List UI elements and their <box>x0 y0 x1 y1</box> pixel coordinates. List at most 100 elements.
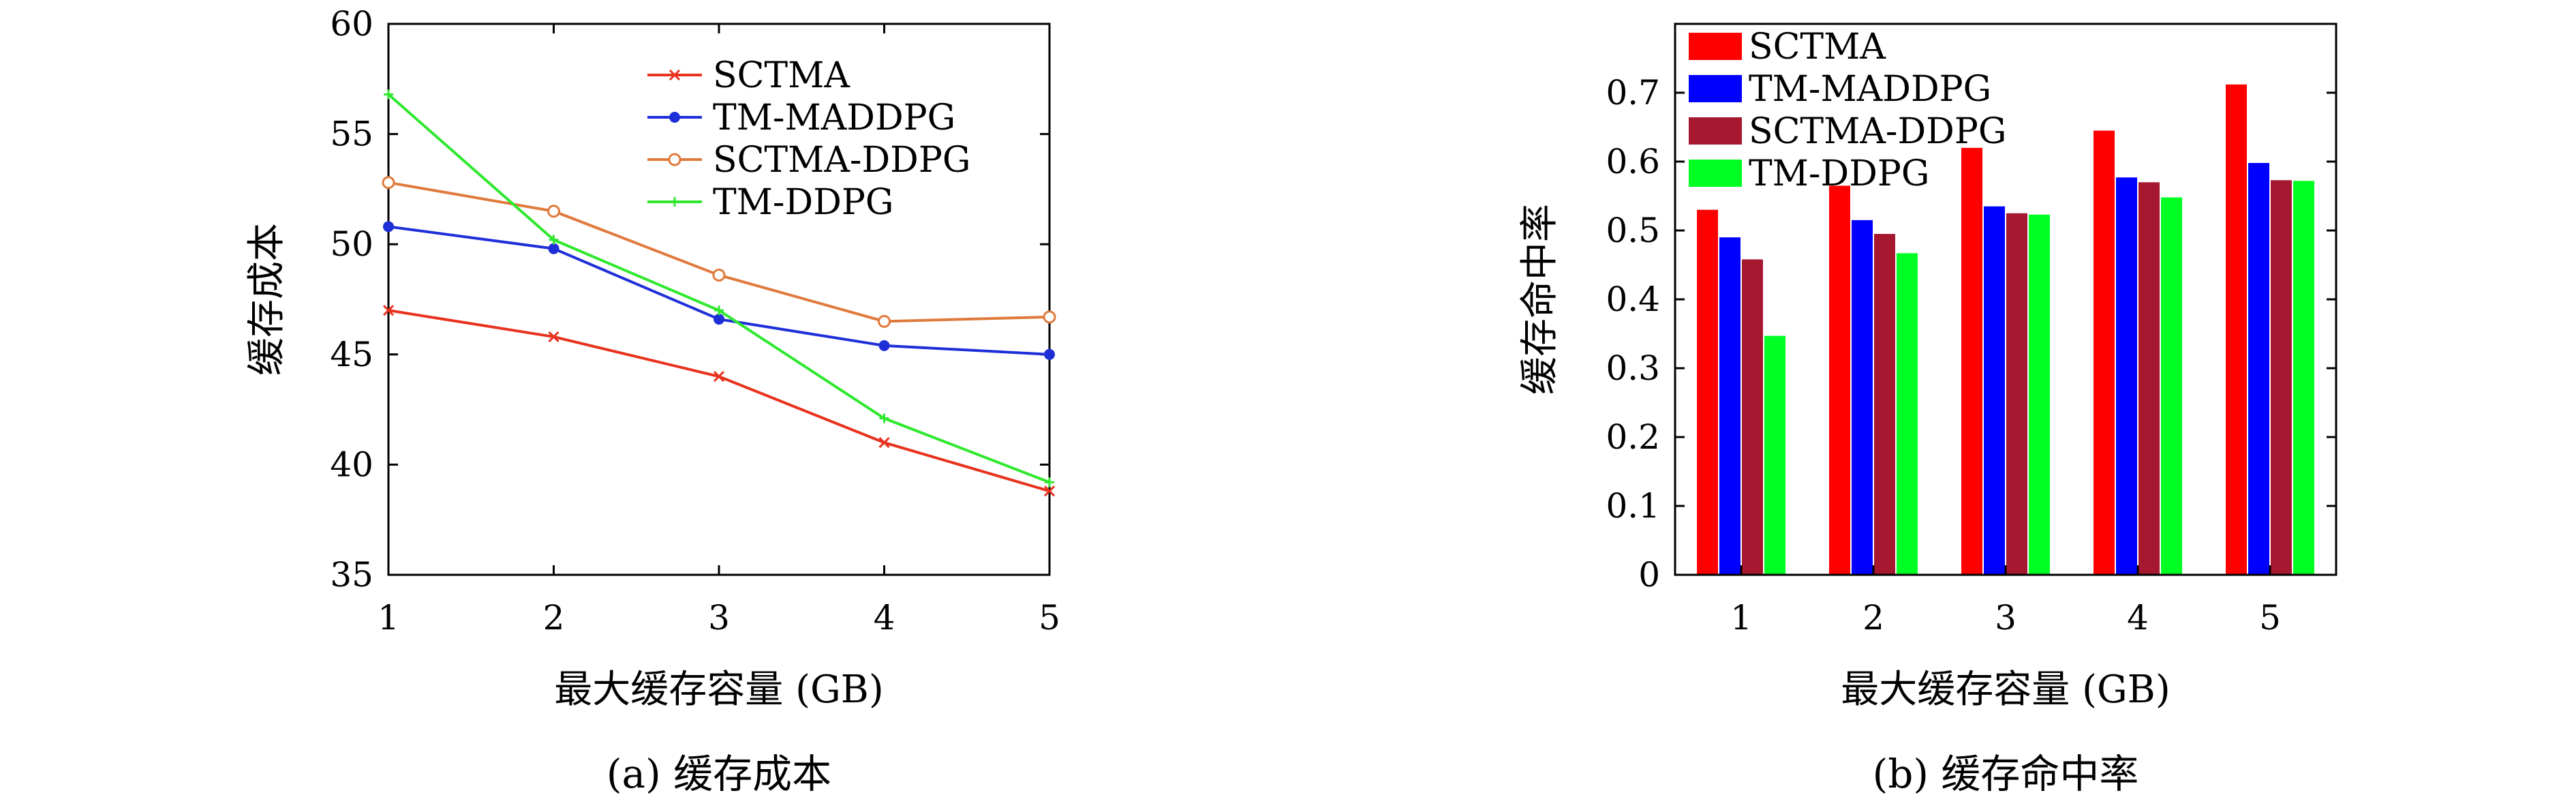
chart-a-y-axis: 35 40 45 50 55 60 <box>330 4 1049 595</box>
chart-a-x-tick-label: 1 <box>378 598 399 638</box>
chart-a-data-point <box>548 243 559 254</box>
chart-b-bars <box>1697 84 2314 575</box>
chart-b-legend-swatch <box>1689 117 1742 145</box>
chart-a-data-point <box>1045 477 1054 488</box>
chart-b-legend-label: SCTMA <box>1749 27 1886 68</box>
chart-a-data-point <box>548 331 559 343</box>
chart-a-legend-label: TM-MADDPG <box>713 98 955 138</box>
chart-b-legend-label: SCTMA-DDPG <box>1749 111 2006 152</box>
chart-a-y-tick-label: 45 <box>330 335 373 374</box>
chart-a-legend-label: SCTMA-DDPG <box>713 140 970 181</box>
chart-a-y-axis-label: 缓存成本 <box>245 223 289 376</box>
chart-b: 0 0.1 0.2 0.3 0.4 0.5 0.6 0.7 1 2 3 4 5 SCTMATM-MAD… <box>1518 23 2337 797</box>
chart-b-bar <box>2293 181 2314 575</box>
chart-b-bar <box>2094 130 2115 575</box>
chart-b-bar <box>2116 177 2137 575</box>
chart-b-y-tick-label: 0.1 <box>1606 486 1660 526</box>
chart-b-bar <box>2248 163 2269 575</box>
chart-b-y-tick-label: 0.6 <box>1606 142 1660 181</box>
chart-a-data-point-stroke <box>713 371 725 383</box>
chart-b-y-tick-label: 0.4 <box>1606 280 1660 319</box>
chart-b-bar <box>1961 147 1982 575</box>
chart-a-data-point <box>1043 485 1056 497</box>
chart-b-caption: (b) 缓存命中率 <box>1873 751 2139 797</box>
chart-a-x-tick-label: 3 <box>708 598 730 638</box>
chart-a-data-point <box>382 305 395 316</box>
chart-b-y-tick-label: 0.5 <box>1606 211 1660 250</box>
chart-b-y-axis-label: 缓存命中率 <box>1518 204 1562 395</box>
chart-b-bar <box>2271 180 2292 575</box>
chart-a-caption: (a) 缓存成本 <box>607 751 831 797</box>
chart-a-x-tick-label: 2 <box>543 598 565 638</box>
chart-a-y-tick-label: 40 <box>330 445 373 484</box>
chart-b-bar <box>1764 335 1785 575</box>
chart-b-legend-label: TM-DDPG <box>1749 153 1929 194</box>
chart-a-series-line <box>388 225 1050 356</box>
chart-b-bar <box>1697 209 1718 575</box>
chart-a-x-tick-label: 4 <box>874 598 895 638</box>
chart-a-data-point-stroke <box>1043 485 1056 497</box>
chart-a-data-point <box>1044 348 1055 360</box>
chart-a-data-point <box>382 176 395 190</box>
chart-a-data-point <box>879 413 889 423</box>
chart-b-bar <box>1897 253 1918 575</box>
chart-a-data-point-stroke <box>878 437 890 449</box>
chart-a-legend-marker <box>670 197 679 207</box>
chart-a-legend-marker <box>669 69 681 81</box>
chart-a-data-point <box>878 340 890 351</box>
chart-a-x-axis: 1 2 3 4 5 <box>378 24 1060 638</box>
chart-a-legend-marker <box>668 153 681 166</box>
chart-a-data-point <box>713 371 725 383</box>
chart-b-x-axis-label: 最大缓存容量 (GB) <box>1841 668 2170 712</box>
chart-b-bar <box>2029 214 2050 575</box>
chart-b-x-tick-label: 5 <box>2259 598 2281 638</box>
chart-b-y-axis: 0 0.1 0.2 0.3 0.4 0.5 0.6 0.7 <box>1606 73 2336 595</box>
chart-b-y-tick-label: 0.7 <box>1606 73 1660 113</box>
chart-a-data-point <box>383 221 394 233</box>
chart-b-y-tick-label: 0.3 <box>1606 348 1660 388</box>
chart-b-bar <box>1852 220 1873 575</box>
chart-b-legend-swatch <box>1689 160 1742 187</box>
chart-a-x-axis-label: 最大缓存容量 (GB) <box>554 668 883 712</box>
chart-b-bar <box>1984 206 2005 575</box>
chart-b-legend-swatch <box>1689 75 1742 102</box>
chart-a-series-line <box>388 309 1050 493</box>
chart-a-data-point <box>878 314 891 328</box>
chart-a-x-tick-label: 5 <box>1039 598 1060 638</box>
chart-b-legend-label: TM-MADDPG <box>1749 69 1991 110</box>
chart-a-data-point <box>712 268 726 282</box>
chart-b-bar <box>2006 213 2027 575</box>
chart-b-bar <box>2226 84 2247 575</box>
chart-a-legend-label: TM-DDPG <box>713 182 893 223</box>
chart-b-bar <box>1829 185 1850 575</box>
chart-a-data-point-stroke <box>382 305 395 316</box>
chart-a-legend-marker-stroke <box>669 69 681 81</box>
chart-a-data-point <box>1043 310 1056 324</box>
chart-b-y-tick-label: 0 <box>1638 555 1660 595</box>
chart-b-x-tick-label: 3 <box>1995 598 2017 638</box>
chart-a-y-tick-label: 55 <box>330 115 373 154</box>
chart-a-y-tick-label: 50 <box>330 224 373 264</box>
chart-b-x-axis: 1 2 3 4 5 <box>1730 565 2281 638</box>
chart-b-bar <box>1719 237 1741 575</box>
chart-a-data-point-stroke <box>548 331 559 343</box>
chart-a-data-point <box>384 89 393 100</box>
chart-b-bar <box>1742 259 1763 575</box>
chart-a-legend-label: SCTMA <box>713 55 850 96</box>
chart-b-x-tick-label: 1 <box>1730 598 1752 638</box>
chart-b-y-tick-label: 0.2 <box>1606 417 1660 457</box>
chart-b-bar <box>1874 234 1895 575</box>
chart-b-bar <box>2138 182 2160 575</box>
chart-a-y-tick-label: 35 <box>330 555 373 595</box>
chart-a-data-point <box>547 205 560 218</box>
chart-b-bar <box>2161 197 2182 575</box>
chart-b-x-tick-label: 4 <box>2127 598 2149 638</box>
chart-a-data-point <box>714 314 724 325</box>
chart-b-legend-swatch <box>1689 33 1742 60</box>
chart-a-data-point <box>878 437 890 449</box>
